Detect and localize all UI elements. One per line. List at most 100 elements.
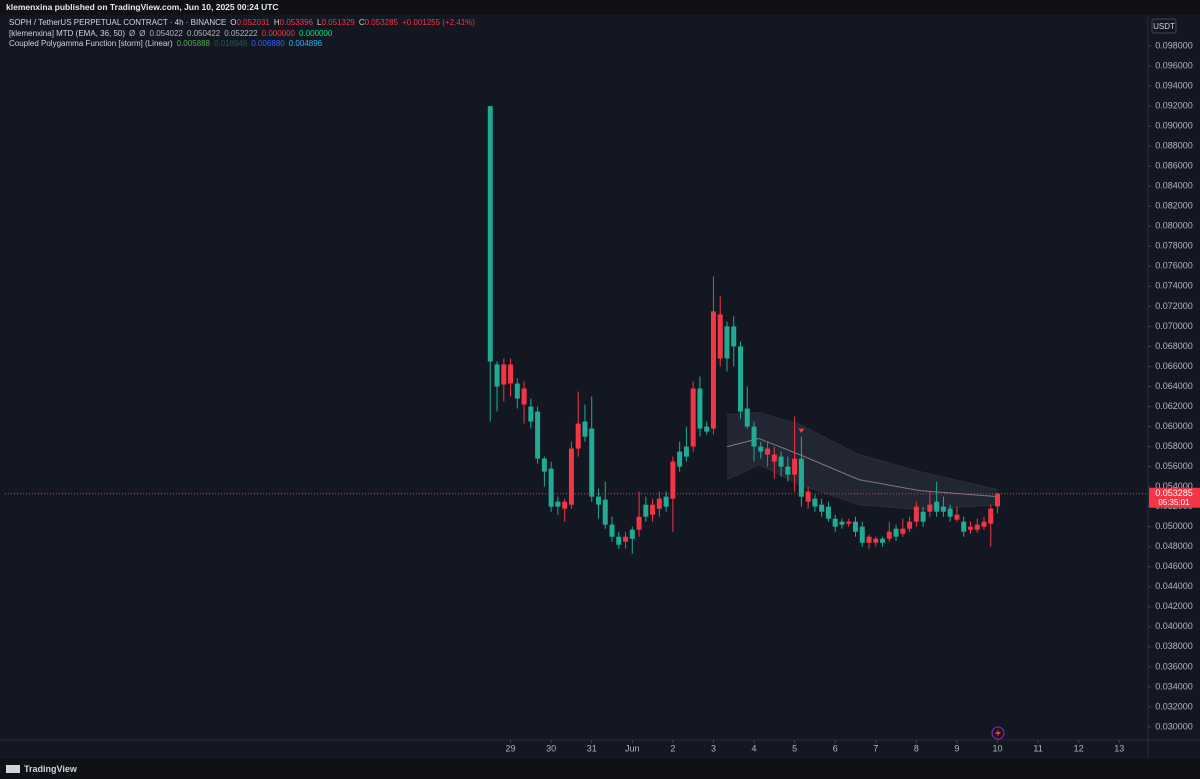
legend-row: [klemenxina] MTD (EMA, 36, 50) Ø Ø 0.054022… xyxy=(9,29,479,40)
candle-body xyxy=(880,538,886,543)
candle-body xyxy=(907,521,913,529)
candle-body xyxy=(704,426,710,432)
indicator-value: 0.005888 xyxy=(176,39,210,48)
candle-body xyxy=(866,536,872,543)
x-tick-label: 12 xyxy=(1074,743,1084,753)
candle-body xyxy=(670,461,676,499)
candle-body xyxy=(724,326,730,359)
candle-body xyxy=(589,428,595,497)
candle-body xyxy=(535,411,541,459)
brand: TradingView xyxy=(6,759,77,779)
x-tick-label: Jun xyxy=(625,743,640,753)
candle-body xyxy=(717,314,723,359)
x-tick-label: 30 xyxy=(546,743,556,753)
candle-body xyxy=(677,451,683,467)
x-tick-label: 7 xyxy=(873,743,878,753)
ohlc-value: 0.052031 xyxy=(236,18,270,27)
y-tick-label: 0.062000 xyxy=(1155,401,1193,411)
legend-row: Coupled Polygamma Function [storm] (Line… xyxy=(9,39,479,50)
candle-body xyxy=(602,499,608,525)
candle-body xyxy=(927,504,933,512)
candle-body xyxy=(839,521,845,525)
candle-body xyxy=(623,536,629,542)
candle-body xyxy=(555,501,561,507)
y-tick-label: 0.076000 xyxy=(1155,261,1193,271)
candle-body xyxy=(710,311,716,429)
brand-name: TradingView xyxy=(24,764,77,774)
y-tick-label: 0.044000 xyxy=(1155,581,1193,591)
candle-body xyxy=(562,501,568,509)
band-lower xyxy=(726,464,998,511)
y-tick-label: 0.088000 xyxy=(1155,141,1193,151)
candle-body xyxy=(765,448,771,455)
y-tick-label: 0.038000 xyxy=(1155,641,1193,651)
y-tick-label: 0.072000 xyxy=(1155,301,1193,311)
candle-body xyxy=(548,468,554,507)
y-tick-label: 0.060000 xyxy=(1155,421,1193,431)
indicator-value: 0.000000 xyxy=(299,28,333,38)
candle-body xyxy=(508,364,514,384)
candle-body xyxy=(487,106,493,362)
candle-body xyxy=(995,493,1001,507)
candle-body xyxy=(501,364,507,385)
candle-body xyxy=(873,538,879,543)
y-tick-label: 0.056000 xyxy=(1155,461,1193,471)
y-tick-label: 0.032000 xyxy=(1155,701,1193,711)
candle-body xyxy=(643,504,649,517)
candle-body xyxy=(819,504,825,512)
y-tick-label: 0.042000 xyxy=(1155,601,1193,611)
y-tick-label: 0.096000 xyxy=(1155,60,1193,70)
candle-body xyxy=(859,526,865,543)
candle-body xyxy=(575,423,581,449)
x-tick-label: 8 xyxy=(914,743,919,753)
candle-body xyxy=(893,528,899,537)
x-tick-label: 4 xyxy=(752,743,757,753)
candle-body xyxy=(683,446,689,457)
y-tick-label: 0.048000 xyxy=(1155,541,1193,551)
indicator-value: Ø xyxy=(139,28,146,38)
y-tick-label: 0.078000 xyxy=(1155,241,1193,251)
candle-body xyxy=(609,524,615,537)
candle-body xyxy=(582,421,588,437)
candle-body xyxy=(812,498,818,507)
candle-body xyxy=(690,388,696,447)
y-tick-label: 0.070000 xyxy=(1155,321,1193,331)
candle-body xyxy=(954,514,960,520)
x-tick-label: 11 xyxy=(1033,743,1042,753)
candle-body xyxy=(616,536,622,545)
candle-body xyxy=(744,408,750,427)
candle-body xyxy=(974,524,980,530)
x-tick-label: 5 xyxy=(792,743,797,753)
candle-body xyxy=(514,383,520,399)
y-tick-label: 0.084000 xyxy=(1155,181,1193,191)
ohlc-value: 0.051329 xyxy=(321,18,355,27)
x-tick-label: 10 xyxy=(993,743,1003,753)
candle-body xyxy=(832,518,838,527)
y-tick-label: 0.066000 xyxy=(1155,361,1193,371)
indicator-value: 0.050422 xyxy=(186,28,221,38)
change: +0.001255 (+2.41%) xyxy=(402,18,475,27)
y-tick-label: 0.050000 xyxy=(1155,521,1193,531)
candle-body xyxy=(650,504,656,515)
top-bar: klemenxina published on TradingView.com,… xyxy=(0,0,1200,15)
y-tick-label: 0.094000 xyxy=(1155,80,1193,90)
symbol: SOPH / TetherUS PERPETUAL CONTRACT · 4h … xyxy=(9,18,227,27)
y-tick-label: 0.090000 xyxy=(1155,121,1193,131)
countdown: 05:35:01 xyxy=(1158,498,1190,507)
ohlc-value: 0.053285 xyxy=(364,18,398,27)
ohlc-value: 0.053396 xyxy=(279,18,314,27)
legend: SOPH / TetherUS PERPETUAL CONTRACT · 4h … xyxy=(9,18,479,50)
signal-marker xyxy=(798,428,805,434)
candle-body xyxy=(792,458,798,475)
currency-box[interactable] xyxy=(1151,18,1177,34)
candle-body xyxy=(629,529,635,539)
candle-body xyxy=(961,521,967,532)
indicator-value: 0.018946 xyxy=(214,39,248,48)
candle-body xyxy=(528,406,534,422)
candle-body xyxy=(656,498,662,509)
y-tick-label: 0.034000 xyxy=(1155,681,1193,691)
indicator-value: 0.000000 xyxy=(261,28,296,38)
y-tick-label: 0.092000 xyxy=(1155,101,1193,111)
